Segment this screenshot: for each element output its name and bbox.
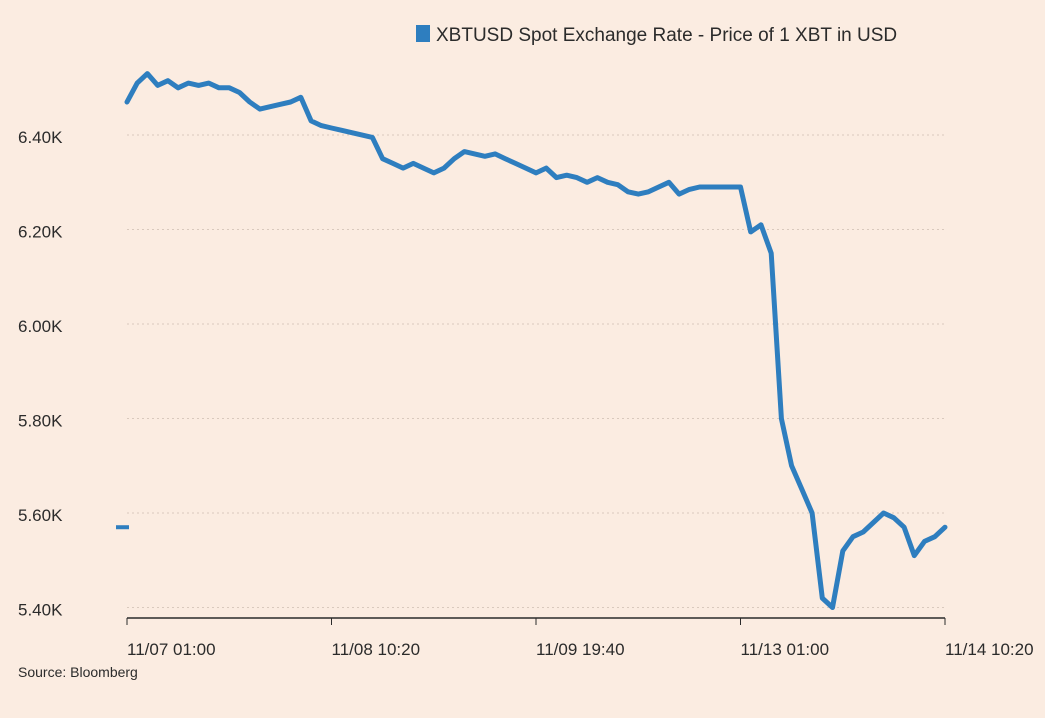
y-tick-label: 5.80K	[18, 412, 63, 431]
y-axis-ticks: 5.40K 5.60K 5.80K 6.00K 6.20K 6.40K	[18, 128, 63, 620]
x-tick-label: 11/09 19:40	[536, 640, 625, 659]
x-tick-label: 11/08 10:20	[332, 640, 421, 659]
legend-label: XBTUSD Spot Exchange Rate - Price of 1 X…	[436, 25, 897, 46]
y-tick-label: 5.40K	[18, 601, 63, 620]
y-tick-label: 6.00K	[18, 317, 63, 336]
x-tick-label: 11/14 10:20	[945, 640, 1034, 659]
legend: XBTUSD Spot Exchange Rate - Price of 1 X…	[416, 25, 897, 46]
source-note: Source: Bloomberg	[18, 664, 138, 680]
last-value-marker	[116, 525, 129, 530]
x-tick-label: 11/07 01:00	[127, 640, 216, 659]
gridlines	[127, 134, 945, 609]
legend-swatch	[416, 25, 430, 42]
y-tick-label: 5.60K	[18, 506, 63, 525]
series-line	[124, 71, 948, 610]
y-tick-label: 6.20K	[18, 223, 63, 242]
x-axis: 11/07 01:00 11/08 10:20 11/09 19:40 11/13 0…	[126, 617, 1034, 659]
series-group	[116, 71, 948, 610]
y-tick-label: 6.40K	[18, 128, 63, 147]
x-tick-label: 11/13 01:00	[741, 640, 830, 659]
